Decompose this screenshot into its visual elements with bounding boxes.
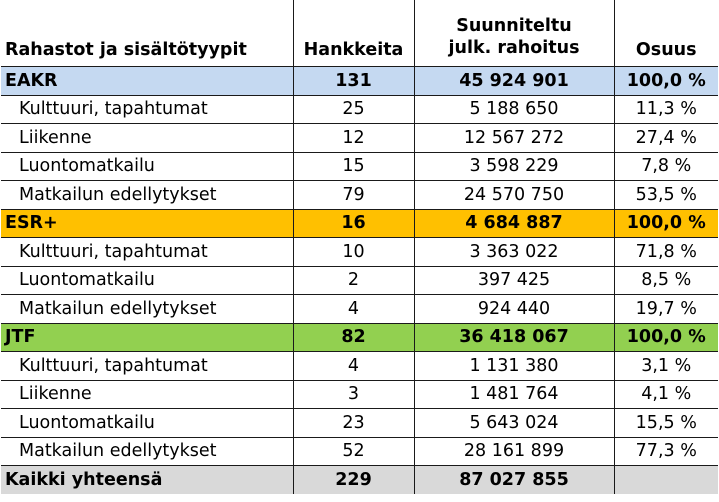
table-row: Matkailun edellytykset 52 28 161 899 77,3 % bbox=[1, 436, 718, 466]
total-projects: 229 bbox=[292, 465, 415, 494]
table-row: Liikenne 12 12 567 272 27,4 % bbox=[1, 123, 718, 153]
content-type-name: Kulttuuri, tapahtumat bbox=[1, 94, 294, 124]
group-projects: 82 bbox=[292, 322, 415, 352]
projects-count: 12 bbox=[292, 123, 415, 153]
table-body: EAKR 131 45 924 901 100,0 % Kulttuuri, tapah… bbox=[1, 66, 718, 494]
planned-funding: 5 188 650 bbox=[413, 94, 615, 124]
total-funding: 87 027 855 bbox=[413, 465, 615, 494]
header-funding-line1: Suunniteltu bbox=[456, 16, 572, 37]
projects-count: 3 bbox=[292, 379, 415, 409]
table-row: Luontomatkailu 23 5 643 024 15,5 % bbox=[1, 408, 718, 438]
share-percent: 8,5 % bbox=[613, 265, 718, 295]
share-percent: 3,1 % bbox=[613, 351, 718, 381]
table-row: Kulttuuri, tapahtumat 4 1 131 380 3,1 % bbox=[1, 351, 718, 381]
group-share: 100,0 % bbox=[613, 66, 718, 96]
share-percent: 7,8 % bbox=[613, 151, 718, 181]
projects-count: 4 bbox=[292, 294, 415, 324]
header-row: Rahastot ja sisältötyypit Hankkeita Suun… bbox=[1, 0, 718, 67]
share-percent: 15,5 % bbox=[613, 408, 718, 438]
content-type-name: Liikenne bbox=[1, 379, 294, 409]
group-name: JTF bbox=[1, 322, 294, 352]
planned-funding: 3 363 022 bbox=[413, 237, 615, 267]
content-type-name: Matkailun edellytykset bbox=[1, 180, 294, 210]
content-type-name: Matkailun edellytykset bbox=[1, 436, 294, 466]
projects-count: 15 bbox=[292, 151, 415, 181]
planned-funding: 3 598 229 bbox=[413, 151, 615, 181]
table-row: Kulttuuri, tapahtumat 10 3 363 022 71,8 % bbox=[1, 237, 718, 267]
content-type-name: Kulttuuri, tapahtumat bbox=[1, 237, 294, 267]
content-type-name: Luontomatkailu bbox=[1, 265, 294, 295]
table-row: Luontomatkailu 15 3 598 229 7,8 % bbox=[1, 151, 718, 181]
group-row: ESR+ 16 4 684 887 100,0 % bbox=[1, 208, 718, 238]
group-share: 100,0 % bbox=[613, 208, 718, 238]
planned-funding: 924 440 bbox=[413, 294, 615, 324]
group-name: EAKR bbox=[1, 66, 294, 96]
total-row: Kaikki yhteensä 229 87 027 855 bbox=[1, 465, 718, 494]
projects-count: 52 bbox=[292, 436, 415, 466]
planned-funding: 24 570 750 bbox=[413, 180, 615, 210]
group-funding: 4 684 887 bbox=[413, 208, 615, 238]
group-funding: 45 924 901 bbox=[413, 66, 615, 96]
share-percent: 71,8 % bbox=[613, 237, 718, 267]
group-name: ESR+ bbox=[1, 208, 294, 238]
content-type-name: Liikenne bbox=[1, 123, 294, 153]
share-percent: 27,4 % bbox=[613, 123, 718, 153]
table-row: Liikenne 3 1 481 764 4,1 % bbox=[1, 379, 718, 409]
group-share: 100,0 % bbox=[613, 322, 718, 352]
planned-funding: 397 425 bbox=[413, 265, 615, 295]
projects-count: 79 bbox=[292, 180, 415, 210]
planned-funding: 1 131 380 bbox=[413, 351, 615, 381]
group-projects: 16 bbox=[292, 208, 415, 238]
share-percent: 19,7 % bbox=[613, 294, 718, 324]
header-funding-line2: julk. rahoitus bbox=[448, 38, 580, 59]
total-share bbox=[613, 465, 718, 494]
header-projects: Hankkeita bbox=[292, 0, 415, 67]
header-share: Osuus bbox=[613, 0, 718, 67]
table-row: Matkailun edellytykset 79 24 570 750 53,5 % bbox=[1, 180, 718, 210]
share-percent: 77,3 % bbox=[613, 436, 718, 466]
share-percent: 11,3 % bbox=[613, 94, 718, 124]
table-row: Matkailun edellytykset 4 924 440 19,7 % bbox=[1, 294, 718, 324]
planned-funding: 28 161 899 bbox=[413, 436, 615, 466]
projects-count: 10 bbox=[292, 237, 415, 267]
group-row: EAKR 131 45 924 901 100,0 % bbox=[1, 66, 718, 96]
share-percent: 53,5 % bbox=[613, 180, 718, 210]
projects-count: 23 bbox=[292, 408, 415, 438]
table-row: Kulttuuri, tapahtumat 25 5 188 650 11,3 % bbox=[1, 94, 718, 124]
table-row: Luontomatkailu 2 397 425 8,5 % bbox=[1, 265, 718, 295]
header-funds-content-types: Rahastot ja sisältötyypit bbox=[1, 0, 294, 67]
content-type-name: Kulttuuri, tapahtumat bbox=[1, 351, 294, 381]
header-planned-public-funding: Suunniteltu julk. rahoitus bbox=[413, 0, 615, 67]
planned-funding: 1 481 764 bbox=[413, 379, 615, 409]
planned-funding: 5 643 024 bbox=[413, 408, 615, 438]
content-type-name: Luontomatkailu bbox=[1, 408, 294, 438]
projects-count: 4 bbox=[292, 351, 415, 381]
share-percent: 4,1 % bbox=[613, 379, 718, 409]
group-funding: 36 418 067 bbox=[413, 322, 615, 352]
content-type-name: Luontomatkailu bbox=[1, 151, 294, 181]
projects-count: 2 bbox=[292, 265, 415, 295]
planned-funding: 12 567 272 bbox=[413, 123, 615, 153]
group-projects: 131 bbox=[292, 66, 415, 96]
group-row: JTF 82 36 418 067 100,0 % bbox=[1, 322, 718, 352]
projects-count: 25 bbox=[292, 94, 415, 124]
content-type-name: Matkailun edellytykset bbox=[1, 294, 294, 324]
total-label: Kaikki yhteensä bbox=[1, 465, 294, 494]
